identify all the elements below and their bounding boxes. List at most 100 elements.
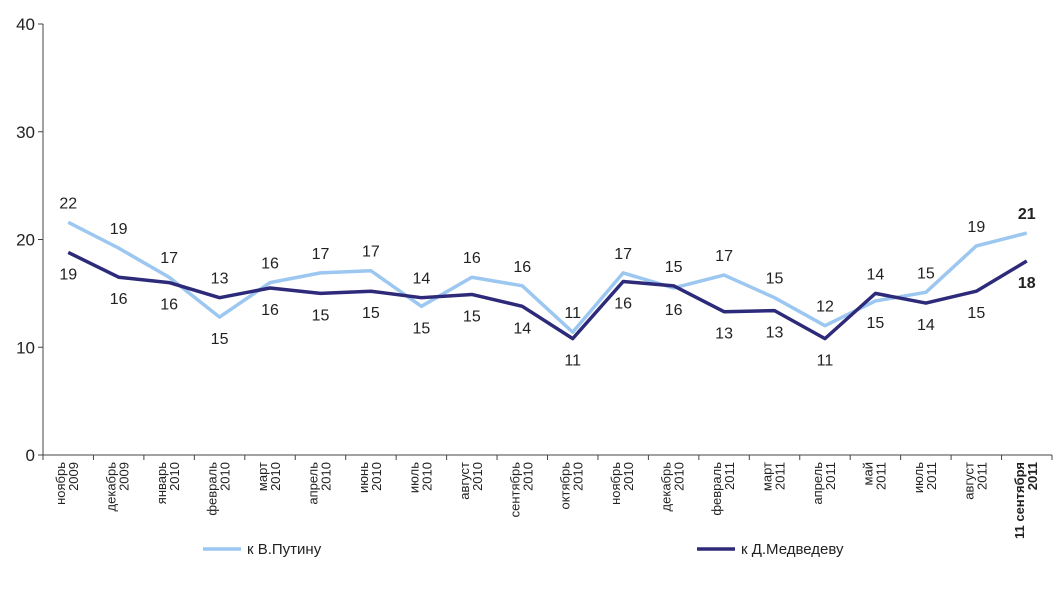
x-tick-label-line2: 2010 bbox=[520, 462, 535, 491]
x-tick-label-line1: ноябрь bbox=[608, 462, 623, 505]
x-tick-label-line2: 2010 bbox=[571, 462, 586, 491]
data-label-putin: 15 bbox=[211, 331, 229, 348]
y-tick-label: 0 bbox=[26, 446, 35, 465]
x-tick-label-line1: июнь bbox=[356, 462, 371, 493]
data-label-putin: 16 bbox=[261, 256, 279, 273]
x-tick-label-line2: 2010 bbox=[318, 462, 333, 491]
x-tick-label-line1: август bbox=[457, 462, 472, 500]
data-label-putin: 16 bbox=[665, 302, 683, 319]
data-label-medvedev: 15 bbox=[665, 259, 683, 276]
x-tick-label-line1: 11 сентября bbox=[1012, 462, 1027, 539]
data-label-putin: 19 bbox=[110, 221, 128, 238]
legend-label: к Д.Медведеву bbox=[741, 541, 844, 558]
y-tick-label: 20 bbox=[16, 231, 35, 250]
data-label-medvedev: 19 bbox=[59, 266, 77, 283]
x-tick-label-line1: декабрь bbox=[104, 462, 119, 512]
x-tick-label-line1: февраль bbox=[205, 462, 220, 516]
data-label-medvedev: 15 bbox=[312, 307, 330, 324]
x-tick-label-line1: ноябрь bbox=[53, 462, 68, 505]
data-label-putin: 16 bbox=[513, 259, 531, 276]
data-label-putin: 17 bbox=[715, 248, 733, 265]
data-label-putin: 17 bbox=[614, 246, 632, 263]
x-tick-label-line2: 2010 bbox=[369, 462, 384, 491]
data-label-putin: 16 bbox=[463, 250, 481, 267]
x-tick-label-line2: 2010 bbox=[218, 462, 233, 491]
data-label-medvedev: 14 bbox=[412, 271, 430, 288]
x-tick-label-line1: август bbox=[961, 462, 976, 500]
data-label-medvedev: 13 bbox=[211, 271, 229, 288]
data-label-medvedev: 14 bbox=[513, 320, 531, 337]
x-tick-label-line1: сентябрь bbox=[507, 462, 522, 518]
x-tick-label-line2: 2010 bbox=[167, 462, 182, 491]
x-tick-label-line1: октябрь bbox=[558, 462, 573, 510]
x-tick-label-line2: 2011 bbox=[722, 462, 737, 490]
series-lines bbox=[67, 220, 1028, 341]
data-label-medvedev: 11 bbox=[564, 353, 581, 370]
data-label-medvedev: 11 bbox=[817, 353, 834, 370]
x-tick-label-line2: 2010 bbox=[419, 462, 434, 491]
data-label-putin: 11 bbox=[564, 305, 581, 322]
x-tick-label-line2: 2009 bbox=[66, 462, 81, 491]
data-label-putin: 19 bbox=[967, 219, 985, 236]
x-tick-label-line1: февраль bbox=[709, 462, 724, 516]
series-line-putin bbox=[67, 220, 1028, 334]
x-tick-label-line1: апрель bbox=[305, 462, 320, 505]
x-tick-label-line1: июль bbox=[911, 462, 926, 493]
legend-label: к В.Путину bbox=[247, 541, 322, 558]
data-labels: 22 19 19 16 17 16 15 13 16 16 17 15 17 15 15 14 16 15 16 14… bbox=[59, 195, 1035, 369]
x-tick-label-line2: 2011 bbox=[974, 462, 989, 490]
x-tick-label-line2: 2010 bbox=[268, 462, 283, 491]
data-label-putin: 15 bbox=[766, 271, 784, 288]
data-label-medvedev: 16 bbox=[261, 302, 279, 319]
x-tick-label-line1: март bbox=[760, 462, 775, 491]
legend: к В.Путину к Д.Медведеву bbox=[203, 541, 844, 558]
data-label-putin: 17 bbox=[312, 246, 330, 263]
x-tick-label-line1: июль bbox=[406, 462, 421, 493]
data-label-medvedev: 13 bbox=[715, 326, 733, 343]
y-tick-label: 40 bbox=[16, 15, 35, 34]
data-label-medvedev: 15 bbox=[463, 308, 481, 325]
data-label-putin: 22 bbox=[59, 195, 77, 212]
data-label-putin: 15 bbox=[412, 320, 430, 337]
data-label-medvedev: 14 bbox=[917, 317, 935, 334]
data-label-putin: 21 bbox=[1018, 206, 1036, 223]
data-label-medvedev: 18 bbox=[1018, 275, 1036, 292]
x-tick-label-line1: май bbox=[860, 462, 875, 485]
x-tick-label-line2: 2011 bbox=[873, 462, 888, 490]
y-tick-label: 30 bbox=[16, 123, 35, 142]
x-tick-label-line1: март bbox=[255, 462, 270, 491]
data-label-medvedev: 14 bbox=[867, 266, 885, 283]
x-tick-label-line2: 2009 bbox=[117, 462, 132, 491]
data-label-putin: 12 bbox=[816, 299, 834, 316]
data-label-medvedev: 13 bbox=[766, 325, 784, 342]
data-label-medvedev: 16 bbox=[110, 291, 128, 308]
x-tick-label-line2: 2011 bbox=[924, 462, 939, 490]
series-line-medvedev bbox=[67, 250, 1028, 341]
x-tick-label-line1: апрель bbox=[810, 462, 825, 505]
data-label-putin: 15 bbox=[917, 265, 935, 282]
x-tick-label-line1: декабрь bbox=[659, 462, 674, 512]
x-tick-label-line2: 2011 bbox=[1025, 462, 1040, 490]
x-tick-label-line2: 2010 bbox=[470, 462, 485, 491]
y-tick-label: 10 bbox=[16, 338, 35, 357]
x-tick-label-line2: 2011 bbox=[823, 462, 838, 490]
data-label-putin: 15 bbox=[867, 315, 885, 332]
